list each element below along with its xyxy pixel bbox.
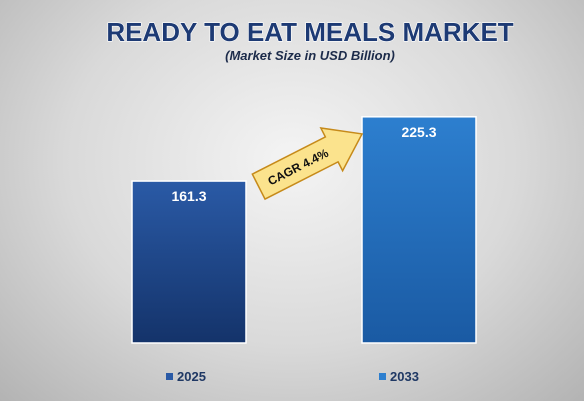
legend-label-2033: 2033 [390, 369, 419, 384]
bar-2025 [132, 181, 246, 343]
chart-title: READY TO EAT MEALS MARKET [106, 17, 513, 47]
legend-swatch-2033 [379, 373, 386, 380]
data-label-2025: 161.3 [171, 188, 206, 204]
legend-swatch-2025 [166, 373, 173, 380]
cagr-annotation: CAGR 4.4% [248, 113, 373, 208]
bar-2033 [362, 117, 476, 343]
chart-subtitle: (Market Size in USD Billion) [225, 48, 395, 63]
legend-label-2025: 2025 [177, 369, 206, 384]
legend: 2025 2033 [166, 369, 419, 384]
data-label-2033: 225.3 [401, 124, 436, 140]
